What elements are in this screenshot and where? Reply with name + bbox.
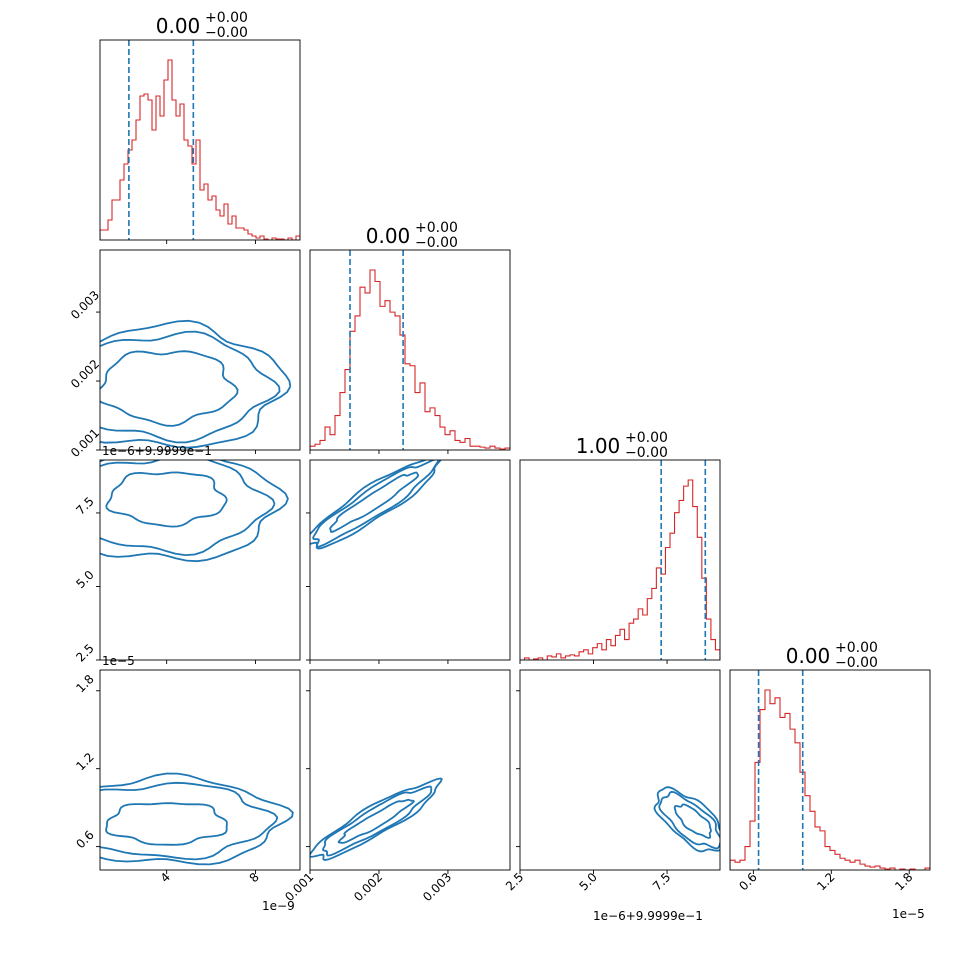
contour-2-1-0 [329, 471, 420, 533]
panel-content-2-1 [310, 460, 442, 550]
x-offset-label-3: 1e−5 [892, 907, 925, 921]
y-tick-label-3-0: 0.6 [73, 828, 96, 851]
panel-title-1: 0.00 [366, 224, 411, 248]
y-tick-label-1-2: 0.003 [68, 288, 102, 322]
panel-title-0: 0.00 [156, 14, 201, 38]
y-offset-label-2: 1e−6+9.9999e−1 [102, 444, 212, 458]
panel-title-sup-0: +0.00 [205, 10, 248, 26]
y-tick-label-3-1: 1.2 [73, 750, 96, 773]
panel-content-1-0 [100, 319, 292, 449]
contour-3-1-0 [337, 798, 415, 844]
panel-frame-3-3 [729, 669, 931, 871]
panel-title-2: 1.00 [576, 434, 621, 458]
x-tick-label-2-0: 2.5 [503, 870, 526, 893]
panel-frame-1-1 [309, 249, 511, 451]
contour-2-0-1 [100, 460, 276, 557]
y-tick-label-2-2: 7.5 [73, 494, 96, 517]
panel-frame-1-0 [99, 249, 301, 451]
y-tick-label-2-0: 2.5 [73, 641, 96, 664]
panel-frame-3-1 [309, 669, 511, 871]
panel-content-0-0 [100, 40, 300, 240]
contour-2-1-2 [310, 460, 442, 550]
contour-3-0-1 [100, 781, 279, 861]
y-offset-label-3: 1e−5 [102, 654, 135, 668]
contour-1-0-2 [100, 319, 292, 449]
panel-content-2-0 [100, 460, 289, 563]
x-tick-label-3-2: 1.8 [892, 870, 915, 893]
x-tick-label-2-2: 7.5 [650, 870, 673, 893]
contour-2-0-2 [100, 460, 289, 563]
panel-frame-3-0 [99, 669, 301, 871]
panel-content-2-2 [520, 460, 720, 660]
histogram-3 [730, 689, 930, 870]
panel-frame-3-2 [519, 669, 721, 871]
contour-3-2-2 [653, 786, 720, 853]
contour-3-1-2 [310, 777, 443, 861]
panel-title-3: 0.00 [786, 644, 831, 668]
panel-title-sub-3: −0.00 [835, 655, 878, 671]
panel-frame-0-0 [99, 39, 301, 241]
x-tick-label-1-1: 0.002 [351, 870, 385, 904]
x-tick-label-3-1: 1.2 [814, 870, 837, 893]
histogram-2 [520, 479, 720, 660]
contour-2-0-0 [105, 471, 228, 528]
panel-frame-2-0 [99, 459, 301, 661]
panel-content-3-2 [653, 786, 720, 853]
x-tick-label-0-1: 8 [247, 870, 262, 885]
x-tick-label-3-0: 0.6 [736, 870, 759, 893]
x-tick-label-1-2: 0.003 [420, 870, 454, 904]
panel-content-3-3 [730, 670, 930, 870]
panel-content-3-1 [310, 777, 443, 861]
panel-title-sub-0: −0.00 [205, 25, 248, 41]
panel-frame-2-1 [309, 459, 511, 661]
panel-title-sub-2: −0.00 [625, 445, 668, 461]
y-tick-label-3-2: 1.8 [73, 672, 96, 695]
contour-3-0-0 [105, 802, 228, 846]
panel-title-sub-1: −0.00 [415, 235, 458, 251]
contour-1-0-1 [100, 330, 281, 444]
histogram-1 [310, 269, 510, 450]
x-offset-label-2: 1e−6+9.9999e−1 [593, 909, 703, 923]
y-tick-label-1-0: 0.001 [68, 426, 102, 460]
contour-3-1-1 [322, 785, 433, 857]
contour-3-2-0 [673, 803, 712, 839]
contour-3-0-2 [100, 772, 294, 866]
contour-1-0-0 [100, 350, 239, 427]
contour-2-1-1 [312, 460, 440, 548]
contour-3-2-1 [658, 790, 720, 850]
x-tick-label-0-0: 4 [158, 870, 173, 885]
y-tick-label-2-1: 5.0 [73, 568, 96, 591]
histogram-0 [100, 59, 300, 240]
x-offset-label-0: 1e−9 [262, 899, 295, 913]
y-tick-label-1-1: 0.002 [68, 357, 102, 391]
panel-title-sup-3: +0.00 [835, 640, 878, 656]
panel-content-1-1 [310, 250, 510, 450]
x-tick-label-2-1: 5.0 [576, 870, 599, 893]
panel-content-3-0 [100, 772, 294, 866]
panel-frame-2-2 [519, 459, 721, 661]
panel-title-sup-2: +0.00 [625, 430, 668, 446]
panel-title-sup-1: +0.00 [415, 220, 458, 236]
